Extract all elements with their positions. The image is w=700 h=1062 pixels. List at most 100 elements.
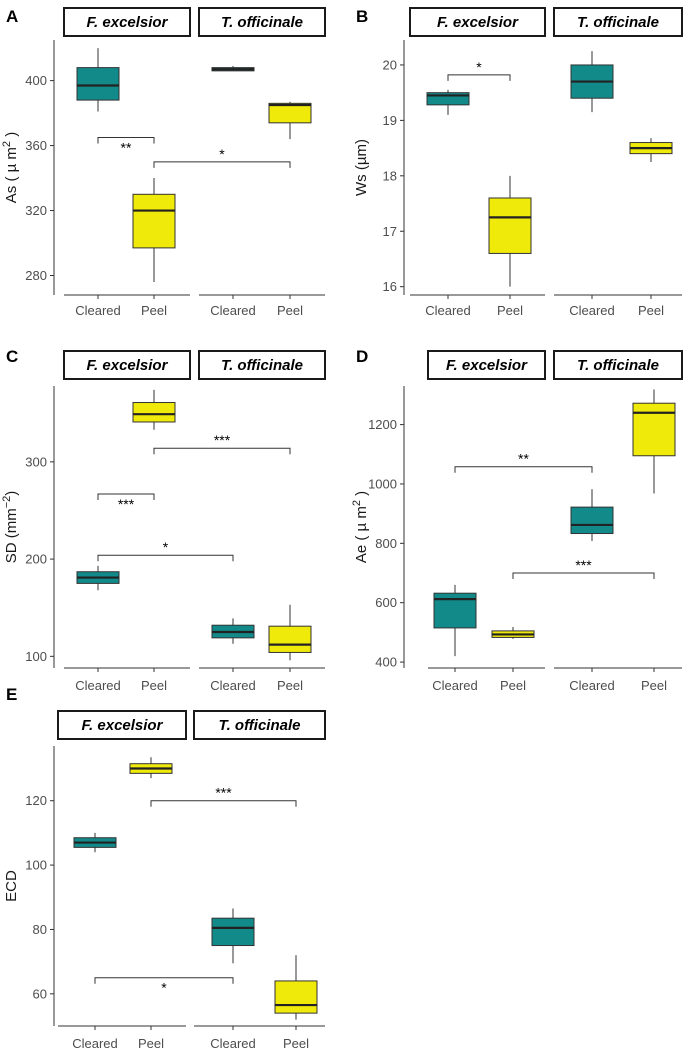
y-tick-label: 18 (383, 168, 397, 183)
y-tick-label: 80 (33, 922, 47, 937)
panel-letter: B (356, 7, 368, 26)
x-tick-label: Cleared (569, 678, 615, 693)
facet-strip (63, 7, 191, 37)
boxplot-peel (274, 955, 318, 1020)
box-iqr (570, 506, 614, 535)
bracket-line (512, 572, 655, 580)
y-tick-label: 1200 (368, 417, 397, 432)
x-tick-label: Cleared (210, 678, 256, 693)
box-iqr (211, 917, 255, 947)
significance-label: ** (518, 451, 529, 467)
x-tick-label: Cleared (75, 303, 121, 318)
y-tick-label: 16 (383, 279, 397, 294)
significance-bracket: ** (97, 136, 155, 155)
boxplot-cleared (211, 618, 255, 644)
boxplot-cleared (426, 89, 470, 115)
x-tick-label: Cleared (425, 303, 471, 318)
facet-strip (409, 7, 546, 37)
bracket-line (153, 161, 291, 168)
y-axis-title: As ( µ m2 ) (1, 132, 20, 203)
x-tick-label: Peel (277, 678, 303, 693)
y-tick-label: 120 (25, 793, 47, 808)
y-tick-label: 20 (383, 57, 397, 72)
box-iqr (132, 402, 176, 423)
box-iqr (132, 193, 176, 249)
x-tick-label: Peel (138, 1036, 164, 1051)
y-tick-label: 600 (375, 595, 397, 610)
x-tick-label: Peel (638, 303, 664, 318)
significance-label: *** (215, 785, 232, 801)
x-tick-label: Cleared (72, 1036, 118, 1051)
boxplot-cleared (211, 65, 255, 72)
significance-bracket: *** (153, 432, 291, 455)
y-tick-label: 17 (383, 224, 397, 239)
x-tick-label: Peel (283, 1036, 309, 1051)
y-tick-label: 800 (375, 536, 397, 551)
panel-e: E F. excelsior T. officinale 60 80 100 120 Clea… (3, 685, 326, 1051)
significance-bracket: * (97, 539, 234, 562)
panel-d: D F. excelsior T. officinale 400 600 800 1000 1… (351, 347, 683, 693)
boxplot-cleared (73, 832, 117, 853)
facet-strip (427, 350, 546, 380)
x-tick-label: Peel (141, 678, 167, 693)
facet-label: F. excelsior (82, 717, 164, 734)
bracket-line (97, 554, 234, 562)
box-iqr (268, 102, 312, 124)
bracket-line (153, 447, 291, 455)
bracket-line (454, 466, 593, 473)
y-axis-title: ECD (3, 870, 20, 902)
y-tick-label: 300 (25, 454, 47, 469)
box-iqr (76, 67, 120, 101)
x-tick-label: Cleared (569, 303, 615, 318)
bracket-line (94, 977, 234, 984)
facet-label: T. officinale (221, 357, 303, 374)
significance-label: * (163, 539, 169, 555)
x-tick-label: Cleared (210, 1036, 256, 1051)
y-tick-label: 100 (25, 858, 47, 873)
facet-label: F. excelsior (446, 357, 528, 374)
y-tick-label: 100 (25, 649, 47, 664)
box-iqr (488, 197, 532, 254)
significance-bracket: *** (512, 557, 655, 580)
boxplot-peel (491, 627, 535, 639)
bracket-line (97, 493, 155, 500)
facet-label: T. officinale (577, 357, 659, 374)
y-tick-label: 19 (383, 113, 397, 128)
boxplot-cleared (76, 565, 120, 591)
panel-letter: D (356, 347, 368, 366)
x-tick-label: Peel (277, 303, 303, 318)
significance-bracket: *** (150, 785, 297, 807)
significance-label: *** (214, 432, 231, 448)
panel-letter: E (6, 685, 17, 704)
facet-strip (198, 7, 326, 37)
significance-label: *** (118, 496, 135, 512)
box-iqr (632, 402, 676, 457)
x-tick-label: Peel (641, 678, 667, 693)
y-tick-label: 400 (375, 655, 397, 670)
boxplot-cleared (76, 48, 120, 112)
facet-strip (553, 350, 683, 380)
y-axis-title: SD (mm−2) (1, 491, 20, 564)
facet-label: F. excelsior (87, 14, 169, 31)
facet-label: T. officinale (577, 14, 659, 31)
x-tick-label: Cleared (432, 678, 478, 693)
y-tick-label: 60 (33, 986, 47, 1001)
y-tick-label: 400 (25, 73, 47, 88)
significance-label: * (219, 146, 225, 162)
x-tick-label: Peel (500, 678, 526, 693)
bracket-line (150, 800, 297, 807)
significance-bracket: * (94, 977, 234, 996)
panel-c: C F. excelsior T. officinale 100 200 300 Clear… (1, 347, 326, 693)
panel-letter: A (6, 7, 18, 26)
bracket-line (447, 74, 511, 81)
significance-bracket: * (153, 146, 291, 168)
facet-label: F. excelsior (87, 357, 169, 374)
significance-label: ** (121, 139, 132, 155)
boxplot-peel (268, 604, 312, 661)
panel-letter: C (6, 347, 18, 366)
facet-label: F. excelsior (437, 14, 519, 31)
box-iqr (268, 625, 312, 653)
boxplot-peel (132, 389, 176, 430)
facet-strip (57, 710, 187, 740)
